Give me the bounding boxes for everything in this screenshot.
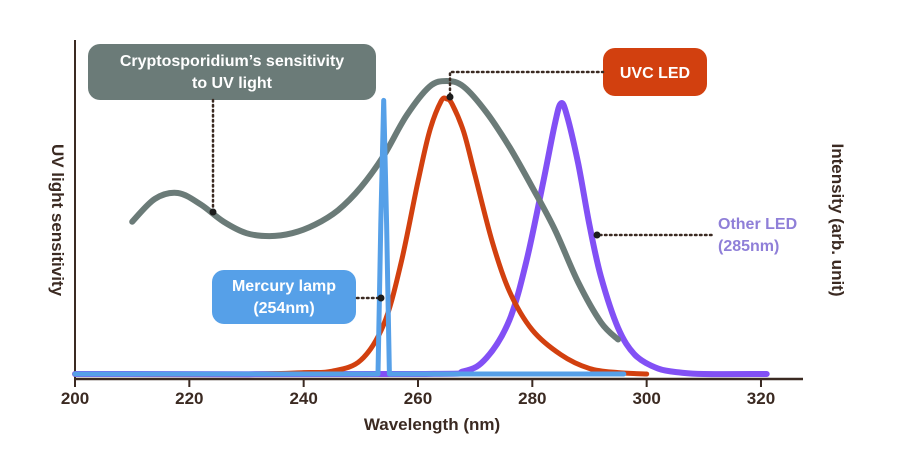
x-tick-label-300: 300 xyxy=(632,389,660,408)
uvc-led-leader-line xyxy=(448,70,605,97)
sensitivity-callout-box xyxy=(88,44,376,100)
y-axis-title-left: UV light sensitivity xyxy=(48,144,67,297)
uvc-led-leader-dot xyxy=(446,93,454,101)
y-axis-title-right: Intensity (arb. unit) xyxy=(828,144,847,297)
x-axis-title: Wavelength (nm) xyxy=(364,415,500,434)
x-tick-label-280: 280 xyxy=(518,389,546,408)
other-led-label-line-2: (285nm) xyxy=(718,238,779,255)
other-led-label-line-1: Other LED xyxy=(718,216,797,233)
mercury-lamp-callout: Mercury lamp (254nm) xyxy=(212,270,385,324)
other-led-leader-dot xyxy=(593,231,601,239)
x-tick-label-200: 200 xyxy=(61,389,89,408)
series-line-mercury xyxy=(72,97,627,377)
uvc-led-callout-box xyxy=(603,48,707,96)
sensitivity-callout: Cryptosporidium’s sensitivity to UV ligh… xyxy=(88,44,376,216)
mercury-leader-dot xyxy=(377,294,385,302)
series-line-uvc xyxy=(72,95,650,377)
mercury-lamp-callout-line-2: (254nm) xyxy=(253,300,314,317)
sensitivity-callout-line-1: Cryptosporidium’s sensitivity xyxy=(120,53,344,70)
uvc-led-callout: UVC LED xyxy=(446,48,707,101)
other-led-callout: Other LED (285nm) xyxy=(593,216,797,255)
uvc-led-callout-label: UVC LED xyxy=(620,65,690,82)
sensitivity-leader-dot xyxy=(209,208,217,216)
x-tick-label-220: 220 xyxy=(175,389,203,408)
series-line-other xyxy=(72,100,770,378)
x-tick-label-320: 320 xyxy=(747,389,775,408)
x-tick-label-260: 260 xyxy=(404,389,432,408)
x-tick-label-240: 240 xyxy=(289,389,317,408)
mercury-lamp-callout-box xyxy=(212,270,356,324)
series-line-sensitivity xyxy=(129,78,622,343)
mercury-lamp-callout-line-1: Mercury lamp xyxy=(232,278,336,295)
sensitivity-callout-line-2: to UV light xyxy=(192,75,273,92)
